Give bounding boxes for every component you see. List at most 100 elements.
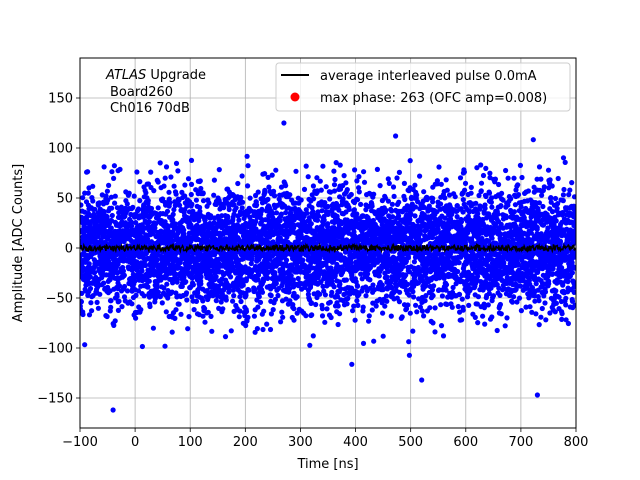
scatter-point — [117, 166, 123, 172]
scatter-point — [442, 195, 448, 201]
scatter-point — [261, 308, 267, 314]
scatter-point — [243, 292, 249, 298]
scatter-point — [185, 176, 192, 182]
scatter-point — [440, 333, 447, 339]
scatter-point — [329, 289, 335, 295]
scatter-point — [108, 225, 114, 231]
scatter-point — [383, 293, 390, 299]
scatter-point — [354, 197, 361, 203]
scatter-point — [421, 313, 427, 319]
scatter-point — [121, 283, 128, 290]
scatter-point — [354, 298, 360, 304]
scatter-point — [407, 216, 413, 222]
scatter-point — [188, 191, 194, 198]
scatter-point — [438, 201, 444, 207]
scatter-point — [380, 333, 386, 339]
scatter-point — [319, 306, 325, 312]
scatter-point — [431, 283, 437, 289]
scatter-point — [432, 305, 438, 311]
scatter-point — [87, 285, 94, 292]
scatter-point — [367, 277, 373, 283]
scatter-point — [132, 278, 138, 284]
scatter-point — [104, 313, 110, 320]
scatter-point — [130, 204, 136, 210]
scatter-point — [314, 217, 321, 223]
scatter-point — [176, 197, 182, 203]
scatter-point — [477, 203, 483, 209]
scatter-point — [480, 172, 487, 179]
scatter-point — [213, 274, 219, 280]
scatter-point — [236, 314, 242, 320]
scatter-point — [388, 313, 394, 319]
scatter-point — [142, 262, 148, 269]
scatter-point — [354, 211, 360, 217]
scatter-point — [87, 274, 93, 280]
scatter-point — [161, 183, 167, 189]
scatter-point — [386, 180, 392, 186]
scatter-point — [283, 183, 289, 189]
scatter-point — [222, 334, 229, 340]
scatter-point — [270, 307, 276, 313]
scatter-point — [291, 317, 297, 323]
scatter-point — [361, 169, 367, 175]
scatter-point — [151, 188, 157, 194]
scatter-point — [245, 183, 251, 189]
scatter-point — [115, 307, 121, 313]
scatter-point — [356, 189, 362, 195]
scatter-point — [111, 175, 117, 181]
scatter-point — [254, 326, 260, 332]
scatter-point — [246, 287, 252, 293]
scatter-point — [449, 304, 455, 310]
scatter-point — [304, 210, 310, 216]
scatter-point — [361, 179, 368, 185]
scatter-point — [468, 184, 474, 190]
scatter-point — [80, 311, 86, 318]
scatter-point — [438, 323, 445, 329]
scatter-point — [259, 206, 265, 212]
scatter-point — [101, 164, 107, 170]
scatter-point — [200, 198, 207, 204]
scatter-point — [114, 293, 120, 299]
scatter-point — [396, 199, 402, 205]
scatter-point — [443, 282, 450, 288]
scatter-point — [155, 179, 161, 185]
scatter-point — [327, 196, 333, 202]
scatter-point — [482, 205, 488, 211]
scatter-point — [179, 189, 185, 195]
scatter-point — [162, 175, 168, 181]
scatter-point — [247, 195, 253, 201]
scatter-point — [405, 281, 411, 287]
scatter-series — [80, 120, 576, 413]
scatter-point — [172, 315, 178, 321]
scatter-point — [119, 304, 125, 310]
scatter-point — [150, 325, 156, 331]
scatter-point — [455, 268, 461, 275]
scatter-point — [155, 205, 161, 211]
scatter-point — [209, 328, 215, 334]
scatter-point — [396, 299, 402, 305]
scatter-point — [146, 278, 152, 284]
scatter-point — [273, 167, 279, 173]
scatter-point — [243, 308, 250, 315]
scatter-point — [176, 301, 182, 307]
scatter-point — [116, 283, 123, 289]
scatter-point — [240, 199, 246, 205]
scatter-point — [293, 168, 299, 174]
scatter-point — [80, 290, 85, 296]
scatter-point — [157, 160, 163, 166]
scatter-point — [85, 169, 91, 175]
scatter-point — [436, 164, 442, 170]
scatter-point — [369, 307, 375, 313]
scatter-point — [402, 196, 408, 203]
scatter-point — [177, 202, 183, 208]
scatter-point — [126, 190, 132, 196]
scatter-point — [279, 309, 285, 315]
scatter-point — [309, 312, 315, 318]
scatter-point — [154, 257, 160, 263]
scatter-point — [171, 183, 177, 189]
scatter-point — [90, 198, 96, 204]
scatter-point — [421, 189, 427, 195]
scatter-point — [185, 326, 191, 332]
scatter-point — [211, 177, 217, 183]
scatter-point — [389, 201, 395, 207]
